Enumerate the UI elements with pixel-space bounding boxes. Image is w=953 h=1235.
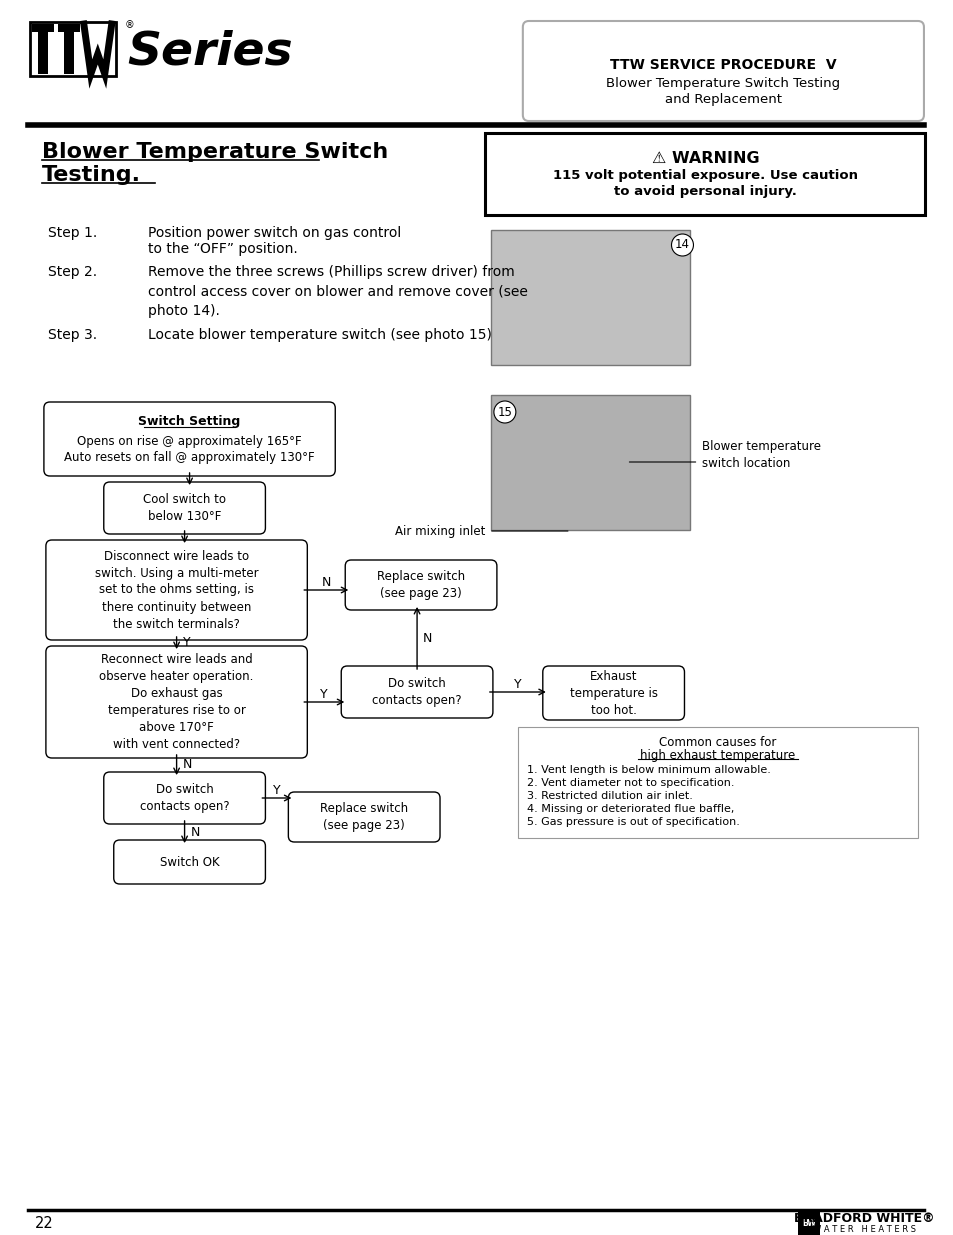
Text: Y: Y [320, 688, 328, 701]
Text: Exhaust
temperature is
too hot.: Exhaust temperature is too hot. [569, 669, 657, 716]
Text: N: N [182, 758, 192, 772]
Text: Do switch
contacts open?: Do switch contacts open? [372, 677, 461, 706]
Text: 4. Missing or deteriorated flue baffle,: 4. Missing or deteriorated flue baffle, [526, 804, 734, 814]
Text: Cool switch to
below 130°F: Cool switch to below 130°F [143, 493, 226, 522]
Text: 15: 15 [497, 405, 512, 419]
Text: Do switch
contacts open?: Do switch contacts open? [140, 783, 229, 813]
Text: Y: Y [514, 678, 521, 692]
Text: Y: Y [273, 784, 280, 798]
Text: Step 2.: Step 2. [48, 266, 97, 279]
FancyBboxPatch shape [104, 772, 265, 824]
FancyBboxPatch shape [491, 395, 690, 530]
FancyBboxPatch shape [522, 21, 923, 121]
Text: Disconnect wire leads to
switch. Using a multi-meter
set to the ohms setting, is: Disconnect wire leads to switch. Using a… [94, 550, 258, 631]
Text: and Replacement: and Replacement [664, 93, 781, 105]
Text: Common causes for: Common causes for [659, 736, 776, 748]
FancyBboxPatch shape [104, 482, 265, 534]
FancyBboxPatch shape [46, 540, 307, 640]
FancyBboxPatch shape [345, 559, 497, 610]
Text: Series: Series [128, 30, 293, 74]
Text: BW: BW [801, 1219, 815, 1229]
Text: Replace switch
(see page 23): Replace switch (see page 23) [320, 802, 408, 832]
Text: 3. Restricted dilution air inlet.: 3. Restricted dilution air inlet. [526, 790, 692, 802]
Circle shape [671, 233, 693, 256]
Text: Locate blower temperature switch (see photo 15): Locate blower temperature switch (see ph… [148, 329, 491, 342]
Text: Blower temperature
switch location: Blower temperature switch location [701, 440, 821, 471]
Text: 5. Gas pressure is out of specification.: 5. Gas pressure is out of specification. [526, 818, 739, 827]
Circle shape [494, 401, 516, 424]
Text: N: N [321, 577, 331, 589]
Text: TTW SERVICE PROCEDURE  V: TTW SERVICE PROCEDURE V [609, 58, 836, 72]
Text: Switch Setting: Switch Setting [138, 415, 240, 429]
Text: Step 1.: Step 1. [48, 226, 97, 240]
FancyBboxPatch shape [288, 792, 439, 842]
FancyBboxPatch shape [46, 646, 307, 758]
Text: Y: Y [182, 636, 190, 650]
FancyBboxPatch shape [44, 403, 335, 475]
FancyBboxPatch shape [798, 1212, 820, 1235]
Text: Reconnect wire leads and
observe heater operation.
Do exhaust gas
temperatures r: Reconnect wire leads and observe heater … [99, 653, 253, 751]
Text: N: N [422, 631, 432, 645]
Text: BRADFORD WHITE®: BRADFORD WHITE® [793, 1213, 933, 1225]
FancyBboxPatch shape [517, 727, 917, 839]
FancyBboxPatch shape [31, 23, 53, 32]
Text: 2. Vent diameter not to specification.: 2. Vent diameter not to specification. [526, 778, 734, 788]
FancyBboxPatch shape [484, 133, 924, 215]
Text: N: N [191, 825, 200, 839]
FancyBboxPatch shape [38, 32, 48, 74]
Text: to avoid personal injury.: to avoid personal injury. [614, 184, 796, 198]
Text: Replace switch
(see page 23): Replace switch (see page 23) [376, 571, 465, 600]
Text: Step 3.: Step 3. [48, 329, 97, 342]
Text: high exhaust temperature: high exhaust temperature [639, 748, 795, 762]
Text: Switch OK: Switch OK [159, 856, 219, 868]
Text: 1. Vent length is below minimum allowable.: 1. Vent length is below minimum allowabl… [526, 764, 770, 776]
Text: Opens on rise @ approximately 165°F: Opens on rise @ approximately 165°F [77, 435, 301, 447]
Text: W A T E R   H E A T E R S: W A T E R H E A T E R S [812, 1224, 915, 1234]
FancyBboxPatch shape [491, 230, 690, 366]
Text: Blower Temperature Switch Testing: Blower Temperature Switch Testing [606, 77, 840, 89]
Text: Blower Temperature Switch: Blower Temperature Switch [42, 142, 388, 162]
Text: Testing.: Testing. [42, 165, 141, 185]
FancyBboxPatch shape [58, 23, 80, 32]
Text: 22: 22 [35, 1215, 53, 1230]
Text: 14: 14 [675, 238, 689, 252]
FancyBboxPatch shape [64, 32, 73, 74]
FancyBboxPatch shape [113, 840, 265, 884]
Text: 115 volt potential exposure. Use caution: 115 volt potential exposure. Use caution [553, 168, 857, 182]
Text: Air mixing inlet: Air mixing inlet [395, 525, 484, 537]
Text: Position power switch on gas control
to the “OFF” position.: Position power switch on gas control to … [148, 226, 400, 256]
Text: Auto resets on fall @ approximately 130°F: Auto resets on fall @ approximately 130°… [64, 451, 314, 463]
Text: Remove the three screws (Phillips screw driver) from
control access cover on blo: Remove the three screws (Phillips screw … [148, 266, 527, 317]
FancyBboxPatch shape [341, 666, 493, 718]
Text: ®: ® [125, 20, 134, 30]
Text: ⚠ WARNING: ⚠ WARNING [651, 151, 759, 165]
FancyBboxPatch shape [542, 666, 683, 720]
